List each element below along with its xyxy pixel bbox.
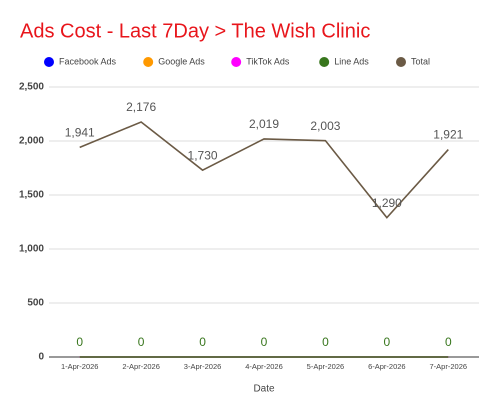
legend-swatch [143, 57, 154, 67]
data-label: 0 [138, 335, 145, 349]
legend-label: Line Ads [334, 56, 369, 66]
data-label: 0 [76, 335, 83, 349]
y-tick-label: 0 [38, 352, 44, 363]
data-label: 2,176 [126, 100, 156, 114]
legend-label: Google Ads [158, 56, 205, 66]
x-tick-label: 5-Apr-2026 [307, 362, 345, 371]
x-tick-label: 7-Apr-2026 [430, 362, 468, 371]
legend-swatch [319, 57, 330, 67]
legend-swatch [44, 57, 54, 67]
x-axis-label: Date [253, 384, 275, 395]
chart-title: Ads Cost - Last 7Day > The Wish Clinic [20, 20, 370, 42]
x-tick-label: 4-Apr-2026 [245, 362, 283, 371]
data-label: 0 [322, 335, 329, 349]
y-tick-label: 2,000 [19, 136, 44, 147]
y-tick-label: 1,000 [19, 244, 44, 255]
data-label: 1,730 [188, 148, 218, 162]
y-tick-label: 500 [27, 298, 44, 309]
y-tick-label: 2,500 [19, 82, 44, 93]
data-label: 1,921 [433, 128, 463, 142]
series-line [79, 121, 449, 219]
x-tick-label: 6-Apr-2026 [368, 362, 406, 371]
data-label: 0 [199, 335, 206, 349]
data-label: 1,941 [65, 126, 95, 140]
data-label: 2,003 [310, 119, 340, 133]
data-label: 1,290 [372, 196, 402, 210]
data-label: 0 [261, 335, 268, 349]
legend-label: Total [411, 56, 430, 66]
legend-label: TikTok Ads [246, 56, 290, 66]
x-tick-label: 2-Apr-2026 [122, 362, 160, 371]
legend-swatch [396, 57, 406, 67]
data-label: 0 [384, 335, 391, 349]
legend-swatch [231, 57, 242, 67]
x-tick-label: 3-Apr-2026 [184, 362, 222, 371]
y-tick-label: 1,500 [19, 190, 44, 201]
x-tick-label: 1-Apr-2026 [61, 362, 99, 371]
data-label: 2,019 [249, 117, 279, 131]
data-label: 0 [445, 335, 452, 349]
legend-label: Facebook Ads [59, 56, 117, 66]
